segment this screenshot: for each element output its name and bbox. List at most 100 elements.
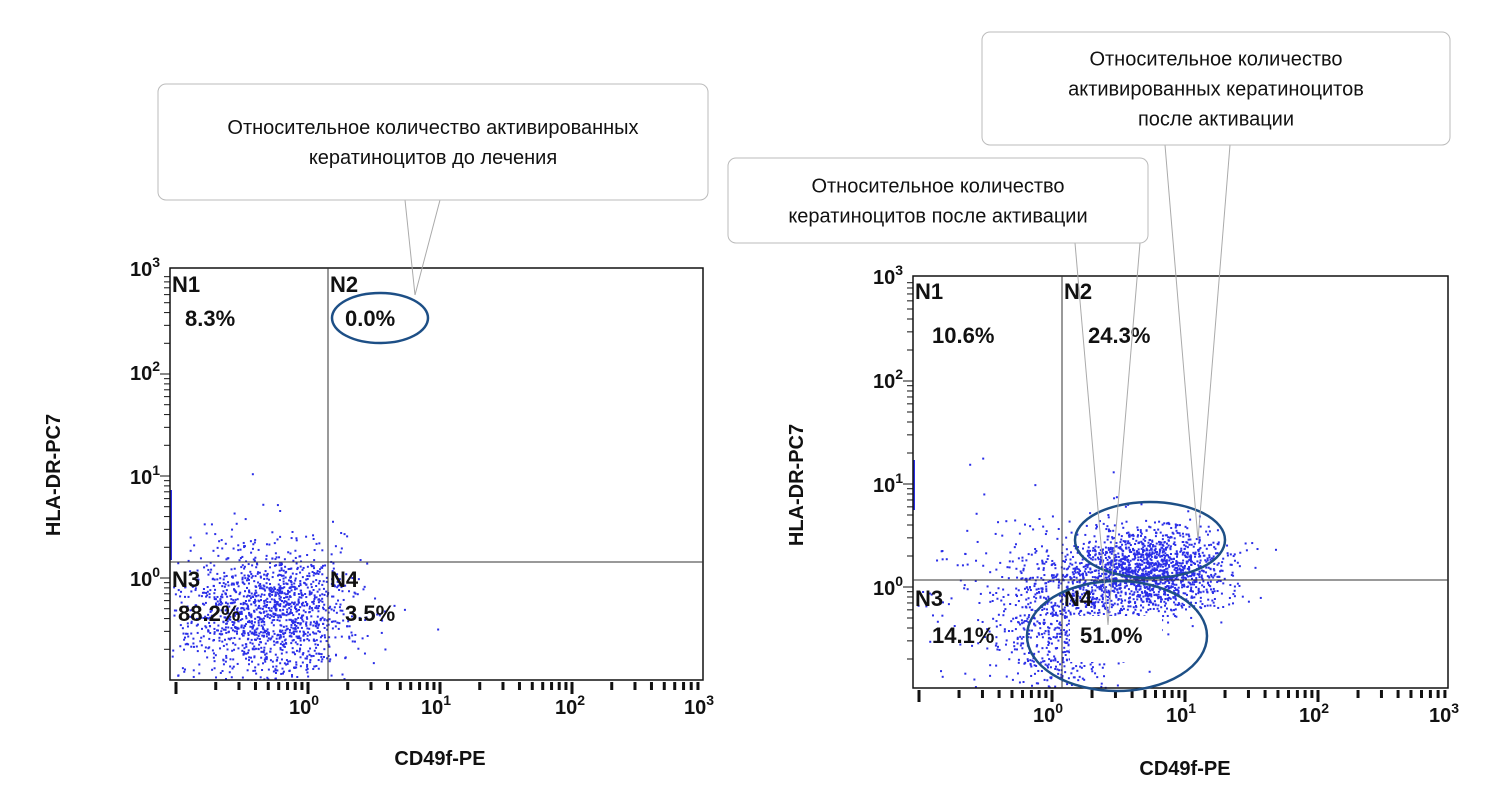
event-dot — [1098, 520, 1101, 523]
event-dot — [287, 568, 290, 571]
event-dot — [975, 559, 978, 562]
event-dot — [1118, 533, 1121, 536]
event-dot — [1185, 593, 1188, 596]
event-dot — [291, 531, 294, 534]
event-dot — [1158, 563, 1161, 566]
event-dot — [1191, 596, 1194, 599]
event-dot — [221, 640, 224, 643]
event-dot — [232, 583, 235, 586]
event-dot — [359, 559, 362, 562]
event-dot — [246, 594, 249, 597]
event-dot — [989, 664, 992, 667]
event-dot — [977, 619, 980, 622]
event-dot — [248, 619, 251, 622]
event-dot — [1222, 605, 1225, 608]
event-dot — [1136, 570, 1139, 573]
event-dot — [207, 568, 210, 571]
event-dot — [1228, 603, 1231, 606]
event-dot — [1115, 562, 1118, 565]
event-dot — [1109, 546, 1112, 549]
event-dot — [217, 554, 220, 557]
event-dot — [1176, 603, 1179, 606]
event-dot — [203, 591, 206, 594]
event-dot — [265, 582, 268, 585]
event-dot — [1099, 588, 1102, 591]
event-dot — [1070, 672, 1073, 675]
event-dot — [1079, 570, 1082, 573]
event-dot — [1165, 534, 1168, 537]
event-dot — [177, 562, 180, 565]
event-dot — [1103, 541, 1106, 544]
event-dot — [1138, 582, 1141, 585]
event-dot — [206, 590, 209, 593]
event-dot — [268, 594, 271, 597]
event-dot — [311, 570, 314, 573]
event-dot — [1109, 541, 1112, 544]
event-dot — [1089, 557, 1092, 560]
event-dot — [1245, 549, 1248, 552]
event-dot — [1122, 566, 1125, 569]
event-dot — [290, 624, 293, 627]
event-dot — [979, 592, 982, 595]
event-dot — [1017, 557, 1020, 560]
event-dot — [253, 648, 256, 651]
event-dot — [1162, 544, 1165, 547]
event-dot — [270, 615, 273, 618]
event-dot — [214, 598, 217, 601]
event-dot — [1015, 567, 1018, 570]
event-dot — [279, 574, 282, 577]
event-dot — [1035, 682, 1038, 685]
event-dot — [1014, 628, 1017, 631]
event-dot — [265, 632, 268, 635]
event-dot — [1033, 585, 1036, 588]
event-dot — [251, 660, 254, 663]
event-dot — [246, 586, 249, 589]
event-dot — [1148, 539, 1151, 542]
event-dot — [313, 649, 316, 652]
event-dot — [315, 596, 318, 599]
event-dot — [1216, 575, 1219, 578]
event-dot — [1135, 573, 1138, 576]
event-dot — [1184, 577, 1187, 580]
event-dot — [280, 672, 283, 675]
event-dot — [1124, 581, 1127, 584]
event-dot — [1106, 562, 1109, 565]
event-dot — [305, 596, 308, 599]
event-dot — [1033, 672, 1036, 675]
event-dot — [1002, 588, 1005, 591]
event-dot — [964, 553, 967, 556]
event-dot — [1125, 578, 1128, 581]
event-dot — [1026, 658, 1029, 661]
event-dot — [1125, 532, 1128, 535]
event-dot — [1034, 582, 1037, 585]
event-dot — [1152, 603, 1155, 606]
event-dot — [313, 598, 316, 601]
event-dot — [1076, 571, 1079, 574]
event-dot — [310, 563, 313, 566]
event-dot — [226, 595, 229, 598]
event-dot — [1116, 588, 1119, 591]
event-dot — [1083, 678, 1086, 681]
event-dot — [1149, 542, 1152, 545]
event-dot — [1052, 609, 1055, 612]
event-dot — [1221, 561, 1224, 564]
event-dot — [287, 598, 290, 601]
event-dot — [291, 572, 294, 575]
event-dot — [1212, 555, 1215, 558]
callout-pointer — [404, 199, 416, 296]
event-dot — [203, 603, 206, 606]
event-dot — [1037, 567, 1040, 570]
event-dot — [321, 573, 324, 576]
event-dot — [243, 544, 246, 547]
event-dot — [263, 573, 266, 576]
event-dot — [1148, 565, 1151, 568]
event-dot — [272, 640, 275, 643]
event-dot — [217, 603, 220, 606]
event-dot — [1180, 564, 1183, 567]
event-dot — [1097, 569, 1100, 572]
event-dot — [1175, 550, 1178, 553]
event-dot — [225, 558, 228, 561]
event-dot — [1144, 594, 1147, 597]
event-dot — [1092, 556, 1095, 559]
